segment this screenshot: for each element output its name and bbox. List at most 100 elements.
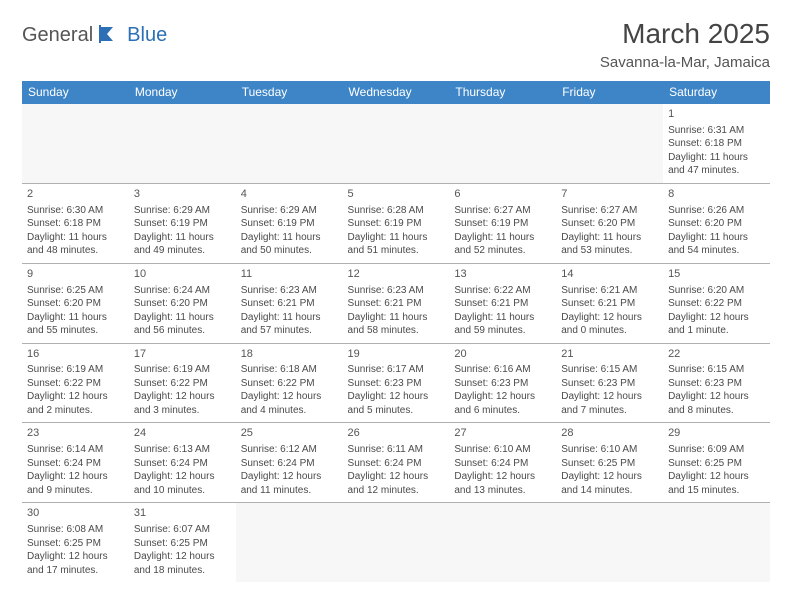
- calendar-cell: 25Sunrise: 6:12 AMSunset: 6:24 PMDayligh…: [236, 423, 343, 503]
- sunset-line: Sunset: 6:24 PM: [348, 457, 445, 471]
- calendar-cell: 12Sunrise: 6:23 AMSunset: 6:21 PMDayligh…: [343, 263, 450, 343]
- sunset-line: Sunset: 6:23 PM: [561, 377, 658, 391]
- calendar-cell: [343, 503, 450, 582]
- daylight-line: Daylight: 12 hours and 13 minutes.: [454, 470, 551, 497]
- logo: General Blue: [22, 24, 167, 47]
- day-number: 14: [561, 267, 658, 282]
- sunset-line: Sunset: 6:20 PM: [668, 217, 765, 231]
- day-number: 8: [668, 187, 765, 202]
- daylight-line: Daylight: 12 hours and 4 minutes.: [241, 390, 338, 417]
- weekday-header: Sunday: [22, 81, 129, 104]
- calendar-cell: 31Sunrise: 6:07 AMSunset: 6:25 PMDayligh…: [129, 503, 236, 582]
- sunrise-line: Sunrise: 6:18 AM: [241, 363, 338, 377]
- calendar-body: 1Sunrise: 6:31 AMSunset: 6:18 PMDaylight…: [22, 104, 770, 583]
- logo-text-general: General: [22, 24, 93, 47]
- daylight-line: Daylight: 12 hours and 18 minutes.: [134, 550, 231, 577]
- day-number: 13: [454, 267, 551, 282]
- daylight-line: Daylight: 12 hours and 7 minutes.: [561, 390, 658, 417]
- daylight-line: Daylight: 12 hours and 6 minutes.: [454, 390, 551, 417]
- flag-icon: [99, 25, 121, 46]
- day-number: 4: [241, 187, 338, 202]
- daylight-line: Daylight: 12 hours and 11 minutes.: [241, 470, 338, 497]
- day-number: 18: [241, 347, 338, 362]
- day-number: 26: [348, 426, 445, 441]
- calendar-cell: 18Sunrise: 6:18 AMSunset: 6:22 PMDayligh…: [236, 343, 343, 423]
- day-number: 11: [241, 267, 338, 282]
- daylight-line: Daylight: 11 hours and 58 minutes.: [348, 311, 445, 338]
- sunset-line: Sunset: 6:22 PM: [27, 377, 124, 391]
- daylight-line: Daylight: 12 hours and 14 minutes.: [561, 470, 658, 497]
- sunset-line: Sunset: 6:25 PM: [561, 457, 658, 471]
- daylight-line: Daylight: 11 hours and 57 minutes.: [241, 311, 338, 338]
- calendar-cell: [236, 104, 343, 184]
- calendar-cell: 27 Sunrise: 6:10 AMSunset: 6:24 PMDayligh…: [449, 423, 556, 503]
- sunset-line: Sunset: 6:19 PM: [134, 217, 231, 231]
- daylight-line: Daylight: 11 hours and 56 minutes.: [134, 311, 231, 338]
- sunrise-line: Sunrise: 6:10 AM: [454, 443, 551, 457]
- day-number: 21: [561, 347, 658, 362]
- weekday-header: Thursday: [449, 81, 556, 104]
- calendar-cell: 8Sunrise: 6:26 AMSunset: 6:20 PMDaylight…: [663, 183, 770, 263]
- sunrise-line: Sunrise: 6:13 AM: [134, 443, 231, 457]
- day-number: 15: [668, 267, 765, 282]
- daylight-line: Daylight: 12 hours and 9 minutes.: [27, 470, 124, 497]
- sunrise-line: Sunrise: 6:27 AM: [454, 204, 551, 218]
- month-title: March 2025: [600, 18, 770, 50]
- sunset-line: Sunset: 6:19 PM: [348, 217, 445, 231]
- daylight-line: Daylight: 11 hours and 52 minutes.: [454, 231, 551, 258]
- weekday-header: Monday: [129, 81, 236, 104]
- title-block: March 2025 Savanna-la-Mar, Jamaica: [600, 18, 770, 71]
- daylight-line: Daylight: 11 hours and 51 minutes.: [348, 231, 445, 258]
- sunset-line: Sunset: 6:18 PM: [668, 137, 765, 151]
- weekday-header-row: Sunday Monday Tuesday Wednesday Thursday…: [22, 81, 770, 104]
- day-number: 22: [668, 347, 765, 362]
- sunset-line: Sunset: 6:25 PM: [27, 537, 124, 551]
- calendar-cell: 28Sunrise: 6:10 AMSunset: 6:25 PMDayligh…: [556, 423, 663, 503]
- calendar-cell: 1Sunrise: 6:31 AMSunset: 6:18 PMDaylight…: [663, 104, 770, 184]
- calendar-table: Sunday Monday Tuesday Wednesday Thursday…: [22, 81, 770, 582]
- day-number: 12: [348, 267, 445, 282]
- sunrise-line: Sunrise: 6:14 AM: [27, 443, 124, 457]
- daylight-line: Daylight: 11 hours and 50 minutes.: [241, 231, 338, 258]
- calendar-row: 23Sunrise: 6:14 AMSunset: 6:24 PMDayligh…: [22, 423, 770, 503]
- sunset-line: Sunset: 6:24 PM: [454, 457, 551, 471]
- sunrise-line: Sunrise: 6:07 AM: [134, 523, 231, 537]
- sunrise-line: Sunrise: 6:28 AM: [348, 204, 445, 218]
- sunrise-line: Sunrise: 6:31 AM: [668, 124, 765, 138]
- sunset-line: Sunset: 6:18 PM: [27, 217, 124, 231]
- calendar-cell: 26Sunrise: 6:11 AMSunset: 6:24 PMDayligh…: [343, 423, 450, 503]
- sunset-line: Sunset: 6:21 PM: [454, 297, 551, 311]
- daylight-line: Daylight: 12 hours and 2 minutes.: [27, 390, 124, 417]
- calendar-cell: 2Sunrise: 6:30 AMSunset: 6:18 PMDaylight…: [22, 183, 129, 263]
- sunset-line: Sunset: 6:25 PM: [668, 457, 765, 471]
- sunrise-line: Sunrise: 6:10 AM: [561, 443, 658, 457]
- calendar-cell: 4Sunrise: 6:29 AMSunset: 6:19 PMDaylight…: [236, 183, 343, 263]
- sunset-line: Sunset: 6:22 PM: [241, 377, 338, 391]
- sunset-line: Sunset: 6:24 PM: [241, 457, 338, 471]
- calendar-row: 16Sunrise: 6:19 AMSunset: 6:22 PMDayligh…: [22, 343, 770, 423]
- daylight-line: Daylight: 12 hours and 8 minutes.: [668, 390, 765, 417]
- daylight-line: Daylight: 11 hours and 47 minutes.: [668, 151, 765, 178]
- logo-text-blue: Blue: [127, 24, 167, 47]
- daylight-line: Daylight: 12 hours and 10 minutes.: [134, 470, 231, 497]
- calendar-cell: 6Sunrise: 6:27 AMSunset: 6:19 PMDaylight…: [449, 183, 556, 263]
- sunrise-line: Sunrise: 6:23 AM: [241, 284, 338, 298]
- daylight-line: Daylight: 12 hours and 0 minutes.: [561, 311, 658, 338]
- weekday-header: Saturday: [663, 81, 770, 104]
- sunrise-line: Sunrise: 6:20 AM: [668, 284, 765, 298]
- sunrise-line: Sunrise: 6:15 AM: [668, 363, 765, 377]
- sunrise-line: Sunrise: 6:27 AM: [561, 204, 658, 218]
- day-number: 7: [561, 187, 658, 202]
- daylight-line: Daylight: 11 hours and 49 minutes.: [134, 231, 231, 258]
- sunrise-line: Sunrise: 6:30 AM: [27, 204, 124, 218]
- calendar-cell: [663, 503, 770, 582]
- daylight-line: Daylight: 12 hours and 12 minutes.: [348, 470, 445, 497]
- day-number: 24: [134, 426, 231, 441]
- sunrise-line: Sunrise: 6:29 AM: [134, 204, 231, 218]
- sunrise-line: Sunrise: 6:19 AM: [27, 363, 124, 377]
- daylight-line: Daylight: 12 hours and 17 minutes.: [27, 550, 124, 577]
- sunset-line: Sunset: 6:20 PM: [561, 217, 658, 231]
- day-number: 27: [454, 426, 551, 441]
- calendar-cell: 7Sunrise: 6:27 AMSunset: 6:20 PMDaylight…: [556, 183, 663, 263]
- calendar-cell: 22Sunrise: 6:15 AMSunset: 6:23 PMDayligh…: [663, 343, 770, 423]
